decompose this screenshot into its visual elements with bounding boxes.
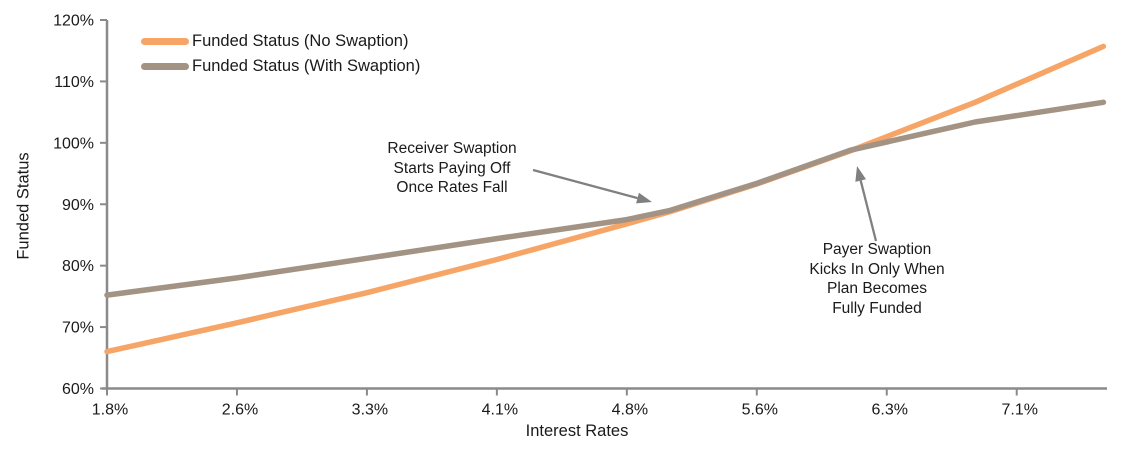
y-tick-label: 90%	[62, 197, 94, 214]
annotation-arrowhead-icon	[636, 192, 652, 204]
y-tick-label: 100%	[53, 135, 94, 152]
y-tick-label: 70%	[62, 320, 94, 337]
x-tick-label: 2.6%	[222, 402, 258, 419]
annotation-text: Receiver Swaption Starts Paying Off Once…	[387, 139, 517, 196]
y-axis-title: Funded Status	[14, 152, 33, 260]
legend-item-with-swaption: Funded Status (With Swaption)	[141, 55, 420, 77]
annotation-text: Payer Swaption Kicks In Only When Plan B…	[809, 241, 945, 317]
x-axis-title: Interest Rates	[525, 422, 629, 440]
x-tick-label: 5.6%	[742, 402, 778, 419]
legend: Funded Status (No Swaption) Funded Statu…	[141, 30, 420, 77]
y-tick-label: 120%	[53, 13, 94, 30]
x-tick-label: 7.1%	[1001, 402, 1037, 419]
annotation-arrowhead-icon	[855, 166, 867, 182]
series-line-0	[104, 43, 1107, 355]
legend-item-no-swaption: Funded Status (No Swaption)	[141, 30, 420, 52]
legend-label-no-swaption: Funded Status (No Swaption)	[192, 31, 409, 50]
legend-swatch-no-swaption-icon	[141, 37, 189, 45]
x-tick-label: 6.3%	[872, 402, 908, 419]
x-tick-label: 4.8%	[612, 402, 648, 419]
legend-swatch-with-swaption-icon	[141, 62, 189, 70]
annotation-arrow-line	[859, 180, 878, 242]
series-line-1	[104, 99, 1107, 298]
x-tick-label: 4.1%	[482, 402, 518, 419]
annotation-arrow-line	[532, 168, 638, 200]
y-tick-label: 80%	[62, 258, 94, 275]
x-tick-label: 3.3%	[352, 402, 388, 419]
y-tick-label: 60%	[62, 381, 94, 398]
legend-label-with-swaption: Funded Status (With Swaption)	[192, 56, 421, 75]
x-tick-label: 1.8%	[92, 402, 128, 419]
y-tick-label: 110%	[54, 74, 94, 91]
